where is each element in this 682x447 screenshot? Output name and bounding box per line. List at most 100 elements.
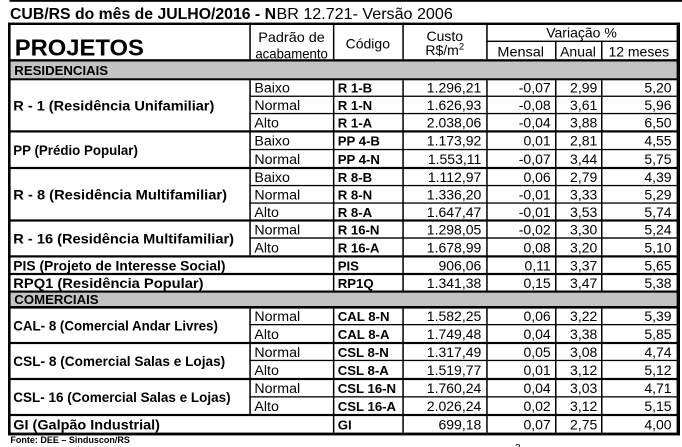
svg-text:0,04: 0,04 (523, 326, 550, 342)
svg-text:Anual: Anual (560, 43, 596, 59)
svg-text:4,39: 4,39 (644, 169, 671, 185)
svg-text:Normal: Normal (254, 222, 300, 238)
svg-text:Código: Código (346, 36, 391, 52)
svg-text:CAL 8-N: CAL 8-N (338, 309, 390, 324)
svg-text:Alto: Alto (254, 240, 279, 256)
svg-text:-0,07: -0,07 (519, 80, 551, 96)
svg-text:-0,08: -0,08 (519, 97, 551, 113)
svg-text:CSL 8-N: CSL 8-N (338, 345, 389, 360)
svg-text:1.317,49: 1.317,49 (427, 344, 482, 360)
svg-text:1.298,05: 1.298,05 (427, 221, 482, 237)
svg-text:5,39: 5,39 (644, 308, 671, 324)
svg-text:-0,04: -0,04 (519, 115, 551, 131)
svg-text:acabamento: acabamento (255, 45, 328, 61)
svg-text:3,47: 3,47 (570, 275, 597, 291)
svg-text:R 8-B: R 8-B (338, 170, 372, 185)
svg-text:Custo: Custo (427, 28, 464, 44)
svg-text:12 meses: 12 meses (608, 43, 669, 59)
svg-text:-0,07: -0,07 (519, 151, 551, 167)
svg-text:Alto: Alto (254, 205, 279, 221)
svg-text:3,37: 3,37 (570, 257, 597, 273)
svg-text:Padrão de: Padrão de (258, 29, 325, 45)
svg-text:Normal: Normal (254, 381, 300, 397)
svg-text:R - 1 (Residência Unifamiliar): R - 1 (Residência Unifamiliar) (13, 97, 214, 113)
svg-text:R - 16 (Residência Multifamili: R - 16 (Residência Multifamiliar) (13, 231, 234, 247)
svg-text:CSL 16-A: CSL 16-A (338, 399, 397, 414)
svg-text:3,03: 3,03 (570, 380, 597, 396)
svg-text:COMERCIAIS: COMERCIAIS (14, 292, 98, 307)
svg-text:-0,02: -0,02 (519, 221, 551, 237)
svg-text:3,33: 3,33 (570, 186, 597, 202)
svg-text:CSL 8-A: CSL 8-A (338, 363, 390, 378)
svg-text:0,05: 0,05 (523, 344, 550, 360)
svg-text:CSL- 8 (Comercial Salas e Loja: CSL- 8 (Comercial Salas e Lojas) (13, 353, 225, 369)
svg-text:R 1-B: R 1-B (338, 81, 372, 96)
svg-text:0,04: 0,04 (523, 380, 550, 396)
svg-text:5,74: 5,74 (644, 204, 671, 220)
svg-text:1.336,20: 1.336,20 (427, 186, 482, 202)
svg-text:5,29: 5,29 (644, 186, 671, 202)
svg-text:5,96: 5,96 (644, 97, 671, 113)
svg-text:CSL- 16 (Comercial Salas e Loj: CSL- 16 (Comercial Salas e Lojas) (13, 389, 230, 405)
svg-text:GI: GI (338, 418, 352, 433)
svg-text:4,71: 4,71 (644, 380, 671, 396)
svg-text:2.038,06: 2.038,06 (427, 115, 482, 131)
svg-text:PP 4-N: PP 4-N (338, 152, 380, 167)
svg-text:5,10: 5,10 (644, 239, 671, 255)
svg-text:0,08: 0,08 (523, 239, 550, 255)
svg-text:Alto: Alto (254, 116, 279, 132)
svg-text:R - 8 (Residência Multifamilia: R - 8 (Residência Multifamiliar) (13, 186, 227, 202)
svg-text:R 16-A: R 16-A (338, 240, 380, 255)
svg-text:Variação %: Variação % (546, 25, 617, 41)
svg-text:4,00: 4,00 (644, 417, 671, 433)
svg-text:906,06: 906,06 (438, 257, 481, 273)
svg-text:4,55: 4,55 (644, 133, 671, 149)
svg-text:3,88: 3,88 (570, 115, 597, 131)
svg-text:3,12: 3,12 (570, 362, 597, 378)
svg-text:699,18: 699,18 (438, 417, 481, 433)
svg-text:5,12: 5,12 (644, 362, 671, 378)
svg-text:4,74: 4,74 (644, 344, 671, 360)
svg-text:PIS: PIS (338, 258, 359, 273)
svg-text:0,01: 0,01 (523, 133, 550, 149)
svg-text:0,06: 0,06 (523, 169, 550, 185)
svg-text:5,24: 5,24 (644, 221, 671, 237)
svg-text:CAL 8-A: CAL 8-A (338, 327, 390, 342)
svg-text:Baixo: Baixo (254, 81, 290, 97)
svg-text:Alto: Alto (254, 399, 279, 415)
svg-text:5,75: 5,75 (644, 151, 671, 167)
svg-text:Normal: Normal (254, 187, 300, 203)
svg-text:1.647,47: 1.647,47 (427, 204, 482, 220)
svg-text:2: 2 (515, 443, 521, 447)
svg-text:PP (Prédio Popular): PP (Prédio Popular) (13, 142, 138, 158)
svg-text:R 1-N: R 1-N (338, 98, 372, 113)
svg-text:CUB/RS do mês de JULHO/2016 -: CUB/RS do mês de JULHO/2016 - N (10, 6, 276, 23)
svg-text:1.296,21: 1.296,21 (427, 80, 482, 96)
svg-text:Fonte: DEE – Sinduscon/RS: Fonte: DEE – Sinduscon/RS (10, 435, 130, 445)
svg-text:RESIDENCIAIS: RESIDENCIAIS (14, 63, 108, 78)
svg-text:2: 2 (459, 41, 464, 52)
svg-text:CSL 16-N: CSL 16-N (338, 381, 396, 396)
svg-text:Mensal: Mensal (497, 43, 544, 59)
svg-text:3,20: 3,20 (570, 239, 597, 255)
svg-text:1.341,38: 1.341,38 (427, 275, 482, 291)
svg-text:1.553,11: 1.553,11 (428, 151, 482, 167)
svg-text:RP1Q: RP1Q (338, 276, 374, 291)
svg-text:R 8-A: R 8-A (338, 205, 373, 220)
svg-text:3,22: 3,22 (570, 308, 597, 324)
svg-text:Normal: Normal (254, 309, 300, 325)
svg-text:5,85: 5,85 (644, 326, 671, 342)
svg-text:BR 12.721- Versão 2006: BR 12.721- Versão 2006 (277, 6, 454, 23)
svg-text:0,07: 0,07 (523, 417, 550, 433)
svg-text:R$/m: R$/m (425, 42, 458, 58)
svg-text:1.626,93: 1.626,93 (427, 97, 482, 113)
svg-text:Normal: Normal (254, 98, 300, 114)
svg-text:3,44: 3,44 (570, 151, 597, 167)
svg-text:1.112,97: 1.112,97 (428, 169, 482, 185)
svg-text:Baixo: Baixo (254, 134, 290, 150)
svg-text:-0,01: -0,01 (519, 186, 551, 202)
svg-text:Baixo: Baixo (254, 170, 290, 186)
svg-text:Normal: Normal (254, 345, 300, 361)
svg-text:0,06: 0,06 (523, 308, 550, 324)
svg-text:0,11: 0,11 (524, 257, 550, 273)
